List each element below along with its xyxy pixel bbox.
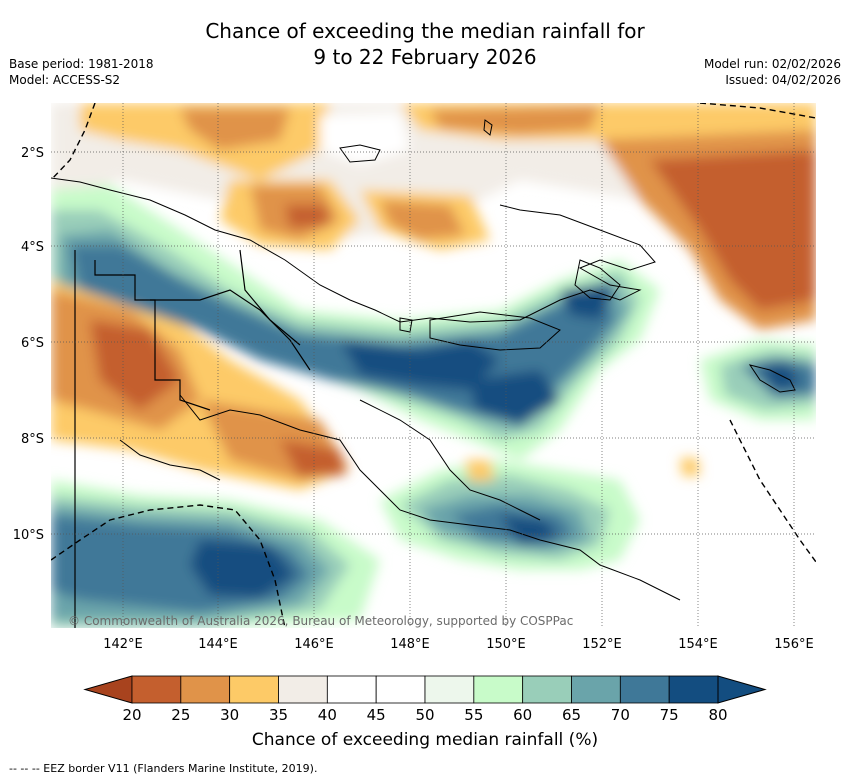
colorbar-segment <box>326 675 377 704</box>
lat-label: 10°S <box>13 528 44 543</box>
colorbar-tick-label: 60 <box>513 706 532 724</box>
colorbar-tick-label: 65 <box>562 706 581 724</box>
colorbar-tick-label: 80 <box>708 706 727 724</box>
model-run: Model run: 02/02/2026 <box>703 57 841 71</box>
colorbar-segment <box>229 675 279 704</box>
colorbar-segment <box>522 675 572 704</box>
eez-borders <box>51 103 816 628</box>
colorbar-segment <box>131 675 182 704</box>
lon-label: 146°E <box>294 637 334 652</box>
colorbar-tick-label: 75 <box>660 706 679 724</box>
issued-date: Issued: 04/02/2026 <box>725 73 841 87</box>
lat-label: 2°S <box>21 146 44 161</box>
eez-footnote: -- -- -- EEZ border V11 (Flanders Marine… <box>9 762 318 775</box>
lon-label: 148°E <box>390 637 430 652</box>
colorbar-tick-label: 40 <box>318 706 337 724</box>
lat-label: 8°S <box>21 432 44 447</box>
colorbar-segment <box>473 675 524 704</box>
coastlines <box>51 119 796 601</box>
colorbar-segment <box>668 675 719 704</box>
grid-lines <box>51 103 816 628</box>
colorbar-segment <box>375 675 426 704</box>
colorbar-tick-label: 45 <box>367 706 386 724</box>
colorbar-tick-label: 25 <box>171 706 190 724</box>
boundaries <box>74 249 311 628</box>
colorbar-segment <box>619 675 670 704</box>
lon-label: 150°E <box>486 637 526 652</box>
map-area: © Commonwealth of Australia 2026, Bureau… <box>51 103 816 628</box>
lon-label: 154°E <box>678 637 718 652</box>
colorbar-segment <box>278 675 328 704</box>
lon-label: 142°E <box>103 637 143 652</box>
title-line-2: 9 to 22 February 2026 <box>313 45 537 69</box>
colorbar-tick-label: 70 <box>611 706 630 724</box>
lon-label: 152°E <box>582 637 622 652</box>
colorbar: 20 25 30 35 40 45 50 55 60 65 70 75 80 <box>83 675 767 724</box>
title-line-1: Chance of exceeding the median rainfall … <box>205 19 645 43</box>
lon-label: 156°E <box>774 637 814 652</box>
colorbar-extend-low <box>83 675 133 704</box>
colorbar-segment <box>424 675 475 704</box>
colorbar-extend-high <box>717 675 767 704</box>
colorbar-tick-label: 50 <box>415 706 434 724</box>
base-period: Base period: 1981-2018 <box>9 57 154 71</box>
lat-label: 6°S <box>21 336 44 351</box>
meta-right: Model run: 02/02/2026 Issued: 04/02/2026 <box>704 56 841 88</box>
colorbar-segment <box>571 675 621 704</box>
lon-label: 144°E <box>198 637 238 652</box>
lat-label: 4°S <box>21 240 44 255</box>
colorbar-title: Chance of exceeding median rainfall (%) <box>251 730 599 750</box>
lat-labels: 2°S 4°S 6°S 8°S 10°S <box>13 146 44 543</box>
colorbar-tick-label: 35 <box>269 706 288 724</box>
rainfall-field <box>51 103 816 628</box>
colorbar-tick-label: 30 <box>220 706 239 724</box>
copyright-text: © Commonwealth of Australia 2026, Bureau… <box>68 614 573 628</box>
map-title: Chance of exceeding the median rainfall … <box>0 18 850 70</box>
meta-left: Base period: 1981-2018 Model: ACCESS-S2 <box>9 56 154 88</box>
colorbar-segment <box>180 675 231 704</box>
model-name: Model: ACCESS-S2 <box>9 73 121 87</box>
colorbar-tick-label: 55 <box>464 706 483 724</box>
lon-labels: 142°E 144°E 146°E 148°E 150°E 152°E 154°… <box>103 637 814 652</box>
colorbar-tick-label: 20 <box>122 706 141 724</box>
